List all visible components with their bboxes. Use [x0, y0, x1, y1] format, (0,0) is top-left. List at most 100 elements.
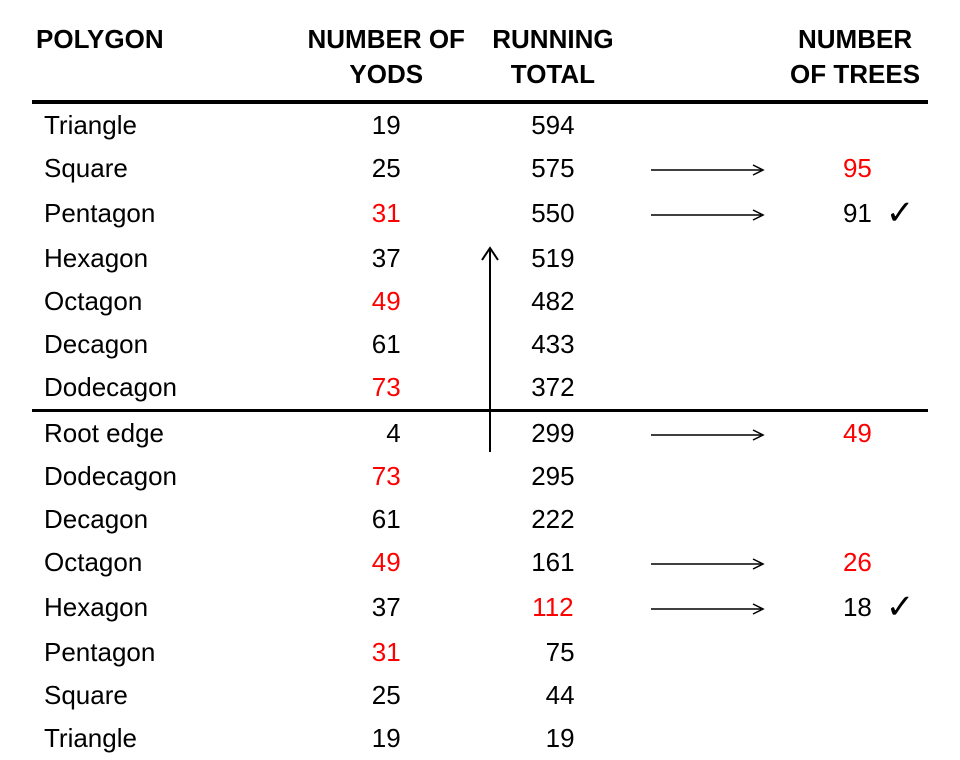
- header-running-2: TOTAL: [470, 57, 637, 102]
- cell-yods: 49: [303, 541, 470, 584]
- cell-polygon: Hexagon: [32, 584, 303, 631]
- cell-polygon: Triangle: [32, 102, 303, 147]
- cell-yods: 73: [303, 366, 470, 411]
- cell-polygon: Decagon: [32, 498, 303, 541]
- header-row-2: YODS TOTAL OF TREES: [32, 57, 928, 102]
- cell-arrow: [636, 280, 782, 323]
- cell-check: [876, 541, 928, 584]
- cell-polygon: Pentagon: [32, 190, 303, 237]
- cell-trees: [782, 717, 876, 760]
- cell-arrow: [636, 366, 782, 411]
- cell-polygon: Square: [32, 147, 303, 190]
- cell-yods: 4: [303, 411, 470, 456]
- cell-running: 594: [470, 102, 637, 147]
- cell-arrow: [636, 147, 782, 190]
- table-row: Triangle19594: [32, 102, 928, 147]
- cell-polygon: Dodecagon: [32, 455, 303, 498]
- header-polygon: POLYGON: [32, 24, 303, 57]
- cell-trees: [782, 323, 876, 366]
- cell-check: [876, 280, 928, 323]
- cell-trees: [782, 102, 876, 147]
- table-row: Decagon61222: [32, 498, 928, 541]
- cell-arrow: [636, 455, 782, 498]
- table-row: Hexagon37112 18 ✓: [32, 584, 928, 631]
- cell-arrow: [636, 237, 782, 280]
- cell-arrow: [636, 190, 782, 237]
- cell-check: [876, 631, 928, 674]
- cell-check: [876, 498, 928, 541]
- cell-yods: 49: [303, 280, 470, 323]
- cell-yods: 19: [303, 717, 470, 760]
- cell-arrow: [636, 717, 782, 760]
- table-row: Octagon4916126: [32, 541, 928, 584]
- cell-trees: 91: [782, 190, 876, 237]
- cell-check: [876, 717, 928, 760]
- cell-trees: [782, 674, 876, 717]
- cell-running: 112: [470, 584, 637, 631]
- cell-trees: 26: [782, 541, 876, 584]
- header-trees-2: OF TREES: [782, 57, 928, 102]
- cell-polygon: Square: [32, 674, 303, 717]
- cell-running: 44: [470, 674, 637, 717]
- cell-arrow: [636, 584, 782, 631]
- cell-arrow: [636, 674, 782, 717]
- check-icon: ✓: [886, 588, 915, 626]
- cell-check: [876, 411, 928, 456]
- cell-running: 550: [470, 190, 637, 237]
- table-row: Square2557595: [32, 147, 928, 190]
- header-yods-2: YODS: [303, 57, 470, 102]
- cell-yods: 37: [303, 584, 470, 631]
- table-row: Pentagon31 75: [32, 631, 928, 674]
- cell-yods: 37: [303, 237, 470, 280]
- cell-yods: 25: [303, 674, 470, 717]
- table-row: Dodecagon73295: [32, 455, 928, 498]
- cell-check: [876, 366, 928, 411]
- cell-check: [876, 102, 928, 147]
- cell-polygon: Pentagon: [32, 631, 303, 674]
- cell-trees: [782, 366, 876, 411]
- cell-running: 75: [470, 631, 637, 674]
- cell-yods: 19: [303, 102, 470, 147]
- cell-running: 222: [470, 498, 637, 541]
- cell-check: ✓: [876, 584, 928, 631]
- cell-trees: 18: [782, 584, 876, 631]
- cell-polygon: Octagon: [32, 280, 303, 323]
- cell-polygon: Root edge: [32, 411, 303, 456]
- cell-polygon: Dodecagon: [32, 366, 303, 411]
- cell-trees: [782, 455, 876, 498]
- cell-arrow: [636, 323, 782, 366]
- cell-trees: 49: [782, 411, 876, 456]
- cell-yods: 25: [303, 147, 470, 190]
- cell-trees: [782, 237, 876, 280]
- cell-yods: 61: [303, 498, 470, 541]
- cell-trees: 95: [782, 147, 876, 190]
- cell-check: [876, 147, 928, 190]
- cell-yods: 31: [303, 631, 470, 674]
- cell-arrow: [636, 498, 782, 541]
- cell-yods: 73: [303, 455, 470, 498]
- cell-check: [876, 455, 928, 498]
- cell-check: [876, 237, 928, 280]
- cell-check: [876, 674, 928, 717]
- header-running-1: RUNNING: [470, 24, 637, 57]
- cell-check: ✓: [876, 190, 928, 237]
- cell-running: 295: [470, 455, 637, 498]
- cell-check: [876, 323, 928, 366]
- cell-arrow: [636, 541, 782, 584]
- cell-polygon: Triangle: [32, 717, 303, 760]
- up-arrow-icon: [478, 242, 502, 452]
- cell-yods: 61: [303, 323, 470, 366]
- cell-yods: 31: [303, 190, 470, 237]
- header-trees-1: NUMBER: [782, 24, 928, 57]
- cell-polygon: Hexagon: [32, 237, 303, 280]
- cell-trees: [782, 280, 876, 323]
- table-row: Square25 44: [32, 674, 928, 717]
- polygon-table-wrap: POLYGON NUMBER OF RUNNING NUMBER YODS TO…: [0, 24, 960, 760]
- cell-running: 19: [470, 717, 637, 760]
- cell-running: 161: [470, 541, 637, 584]
- cell-trees: [782, 498, 876, 541]
- cell-arrow: [636, 631, 782, 674]
- table-row: Triangle19 19: [32, 717, 928, 760]
- header-yods-1: NUMBER OF: [303, 24, 470, 57]
- cell-polygon: Decagon: [32, 323, 303, 366]
